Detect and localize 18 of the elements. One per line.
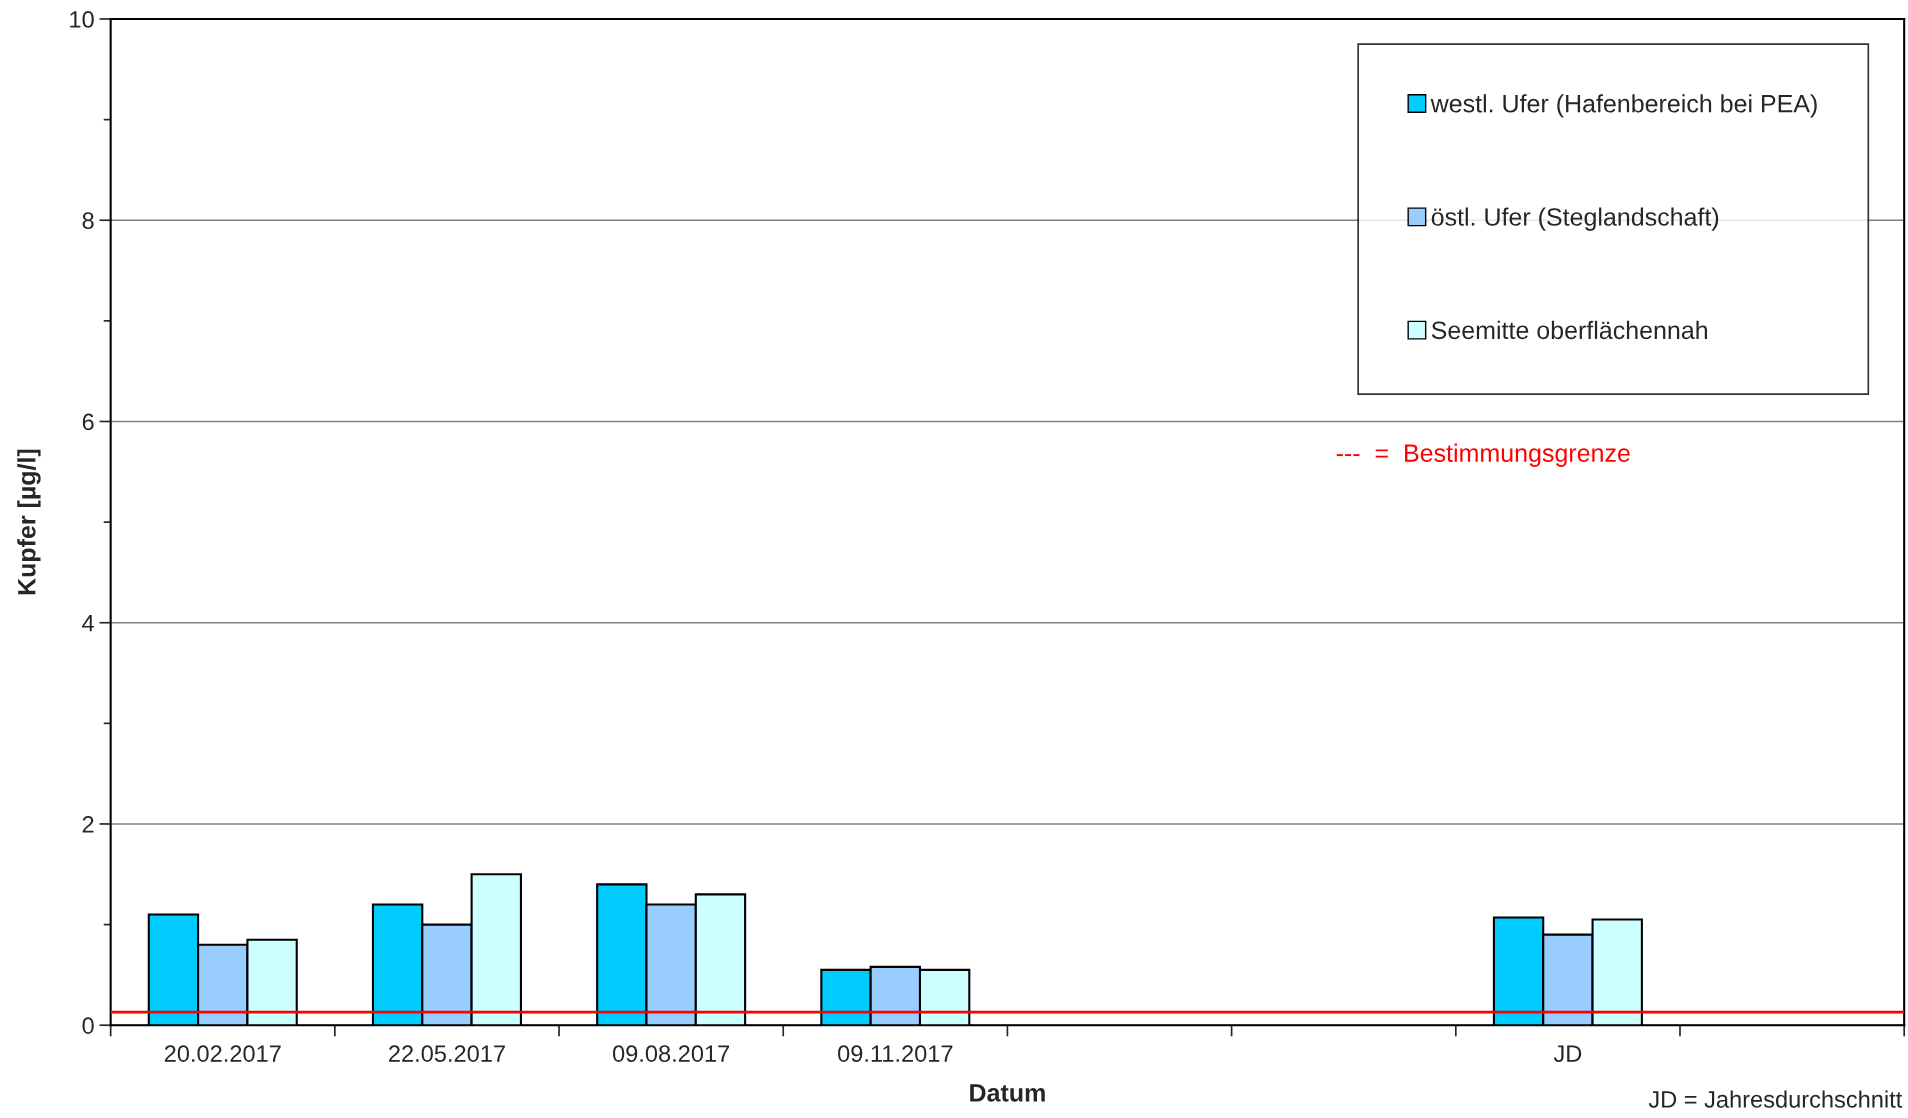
x-tick-label: 09.11.2017 (838, 1045, 953, 1062)
x-tick-label: 09.08.2017 (612, 1045, 730, 1062)
x-tick-label: JD (1553, 1045, 1582, 1062)
x-tick-label: 22.05.2017 (389, 1045, 505, 1062)
legend-label: westl. Ufer (Hafenbereich bei PEA) (1430, 94, 1817, 118)
y-tick-label: 2 (82, 816, 94, 833)
y-axis-title: Kupfer [µg/l] (17, 449, 41, 595)
x-axis-title: Datum (970, 1084, 1045, 1102)
y-tick-label: 8 (82, 212, 94, 230)
legend-label: östl. Ufer (Steglandschaft) (1431, 207, 1719, 231)
legend-label: Seemitte oberflächennah (1431, 320, 1708, 340)
text: JD = Jahresdurchschnitt (1648, 1090, 1903, 1108)
ref-line-label: --- = Bestimmungsgrenze (1336, 443, 1630, 467)
y-tick-label: 6 (82, 413, 94, 431)
y-tick-label: 0 (82, 1017, 94, 1034)
y-tick-label: 10 (70, 11, 94, 28)
y-tick-label: 4 (82, 615, 94, 632)
x-tick-label: 20.02.2017 (164, 1045, 281, 1062)
